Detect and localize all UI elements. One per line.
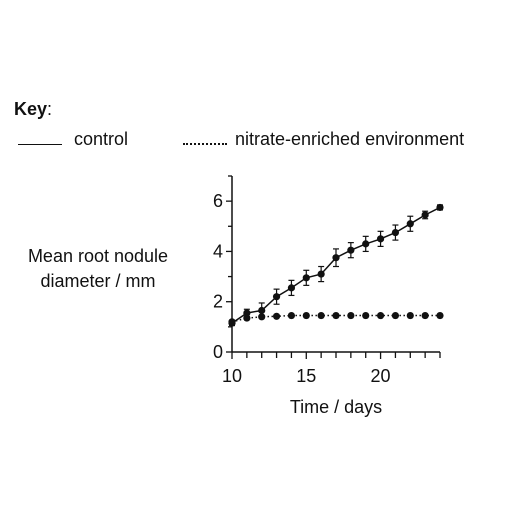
legend-dotted-line (183, 143, 227, 145)
key-title: Key: (14, 98, 52, 120)
key-title-text: Key (14, 99, 48, 119)
y-tick-label: 6 (213, 191, 223, 211)
legend-item-nitrate: nitrate-enriched environment (183, 128, 464, 150)
key-title-suffix: : (47, 99, 53, 119)
legend-solid-line (18, 143, 62, 145)
data-point-nitrate (391, 311, 400, 320)
data-point-control (332, 254, 340, 262)
data-point-nitrate (228, 318, 236, 326)
y-axis-label: Mean root nodule diameter / mm (27, 246, 169, 291)
data-point-control (362, 240, 370, 248)
data-point-nitrate (436, 311, 444, 320)
data-point-control (391, 228, 400, 237)
data-point-nitrate (302, 311, 310, 320)
data-point-control (421, 211, 429, 219)
data-point-nitrate (376, 311, 385, 320)
data-point-control (406, 220, 414, 228)
data-point-nitrate (258, 313, 266, 321)
data-point-nitrate (317, 311, 325, 320)
data-point-nitrate (272, 312, 281, 320)
data-point-control (258, 306, 266, 315)
data-point-control (287, 284, 296, 292)
x-tick-label: 10 (222, 366, 242, 386)
legend-label-nitrate: nitrate-enriched environment (235, 129, 465, 149)
data-point-control (272, 293, 281, 301)
data-point-nitrate (347, 311, 355, 320)
data-point-control (243, 309, 251, 317)
data-point-control (317, 270, 325, 278)
legend-label-control: control (74, 129, 129, 149)
data-point-control (436, 203, 444, 212)
x-tick-label: 15 (296, 366, 316, 386)
y-tick-label: 4 (213, 241, 223, 261)
y-tick-label: 0 (213, 342, 223, 362)
data-point-control (302, 274, 310, 282)
data-point-nitrate (406, 311, 414, 320)
legend-item-control: control (18, 128, 128, 150)
x-tick-label: 20 (371, 366, 391, 386)
x-axis-label: Time / days (289, 397, 383, 417)
data-point-control (347, 246, 355, 254)
data-point-nitrate (287, 311, 296, 320)
data-point-nitrate (243, 314, 251, 322)
data-point-nitrate (332, 311, 340, 320)
y-tick-label: 2 (213, 292, 223, 312)
data-point-control (376, 235, 385, 243)
data-point-nitrate (362, 311, 370, 320)
data-point-nitrate (421, 311, 429, 320)
